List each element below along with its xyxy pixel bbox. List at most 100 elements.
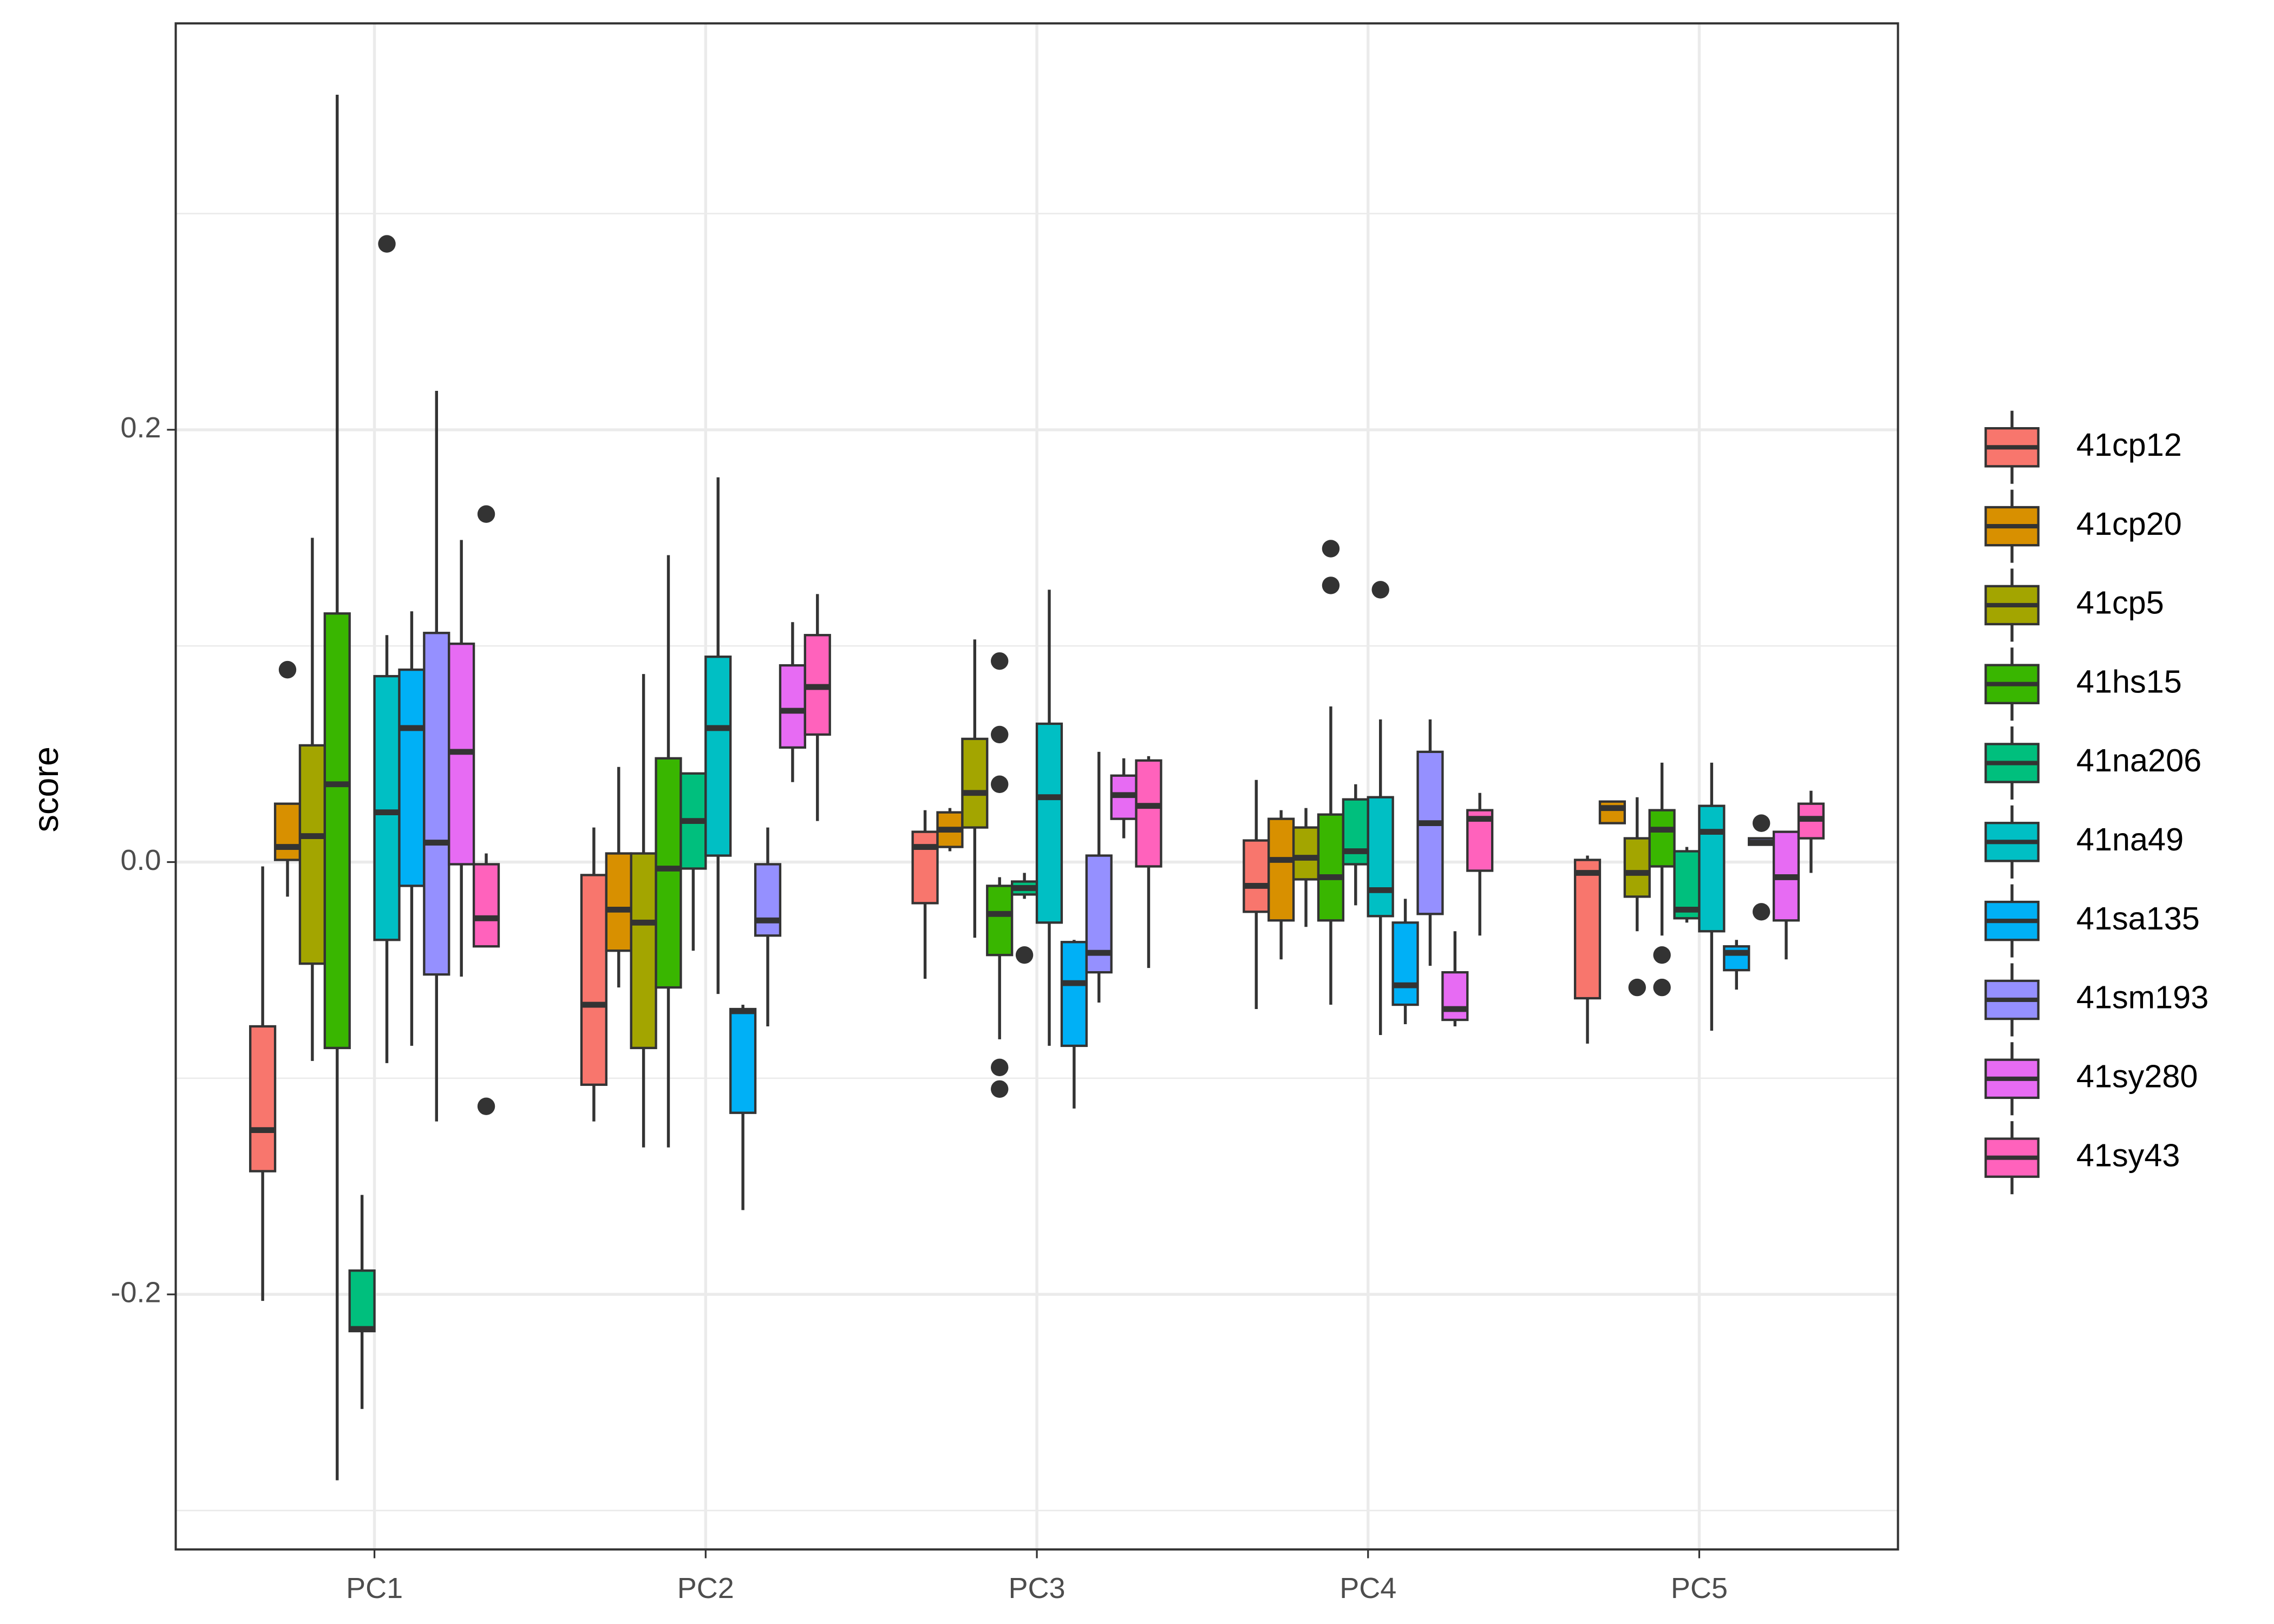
box <box>986 885 1014 957</box>
x-tick-label: PC3 <box>1009 1572 1066 1605</box>
box <box>298 744 326 965</box>
box <box>580 874 607 1086</box>
outlier <box>1752 903 1770 921</box>
box-group <box>1391 899 1419 1024</box>
box-group <box>1010 873 1038 964</box>
x-tick-label: PC5 <box>1671 1572 1728 1605</box>
box-group <box>729 1005 757 1210</box>
x-tick-label: PC2 <box>677 1572 734 1605</box>
x-tick-label: PC4 <box>1339 1572 1396 1605</box>
box-group <box>1110 758 1138 839</box>
box-group <box>1573 855 1602 1044</box>
box <box>1243 839 1270 913</box>
box <box>1648 809 1676 868</box>
outlier <box>1628 978 1646 997</box>
box-group <box>1367 581 1394 1035</box>
outlier <box>278 660 297 679</box>
box <box>323 612 351 1050</box>
box-group <box>1623 797 1651 997</box>
box <box>348 1269 376 1333</box>
box <box>1292 826 1320 881</box>
box <box>1698 804 1726 933</box>
outlier <box>991 725 1009 744</box>
box <box>704 656 732 857</box>
box <box>655 757 682 989</box>
outlier <box>991 652 1009 670</box>
box-group <box>1673 847 1701 923</box>
outlier <box>1752 814 1770 832</box>
box-group <box>1772 830 1800 960</box>
box <box>273 802 302 861</box>
box <box>1267 817 1295 922</box>
box-group <box>1317 540 1345 1005</box>
box-group <box>1085 751 1113 1003</box>
outlier <box>1653 946 1671 964</box>
y-tick-label: 0.0 <box>120 844 161 876</box>
box-group <box>348 1195 376 1409</box>
legend-label: 41cp5 <box>2076 585 2164 621</box>
box <box>779 664 806 749</box>
legend-label: 41na49 <box>2076 821 2184 857</box>
box-group <box>936 808 964 852</box>
box <box>1391 921 1419 1006</box>
box-group <box>1135 756 1162 968</box>
outlier <box>1015 946 1034 964</box>
box <box>1623 837 1651 898</box>
box-group <box>398 611 426 1046</box>
legend-label: 41sy43 <box>2076 1137 2180 1173</box>
box-group <box>704 477 732 994</box>
box-group <box>249 866 277 1301</box>
box-group <box>986 652 1014 1098</box>
box <box>754 863 782 937</box>
box-group <box>803 594 831 821</box>
box <box>911 830 939 905</box>
legend-label: 41hs15 <box>2076 663 2182 699</box>
box-group <box>1748 814 1775 921</box>
box-group <box>1797 790 1825 873</box>
box-group <box>448 540 475 977</box>
box <box>1367 796 1394 918</box>
box-group <box>580 827 607 1122</box>
legend-label: 41na206 <box>2076 742 2201 778</box>
y-tick-label: 0.2 <box>120 411 161 444</box>
legend-label: 41sy280 <box>2076 1058 2198 1094</box>
box-group <box>1035 590 1063 1046</box>
x-tick-label: PC1 <box>346 1572 403 1605</box>
legend-label: 41sa135 <box>2076 900 2200 937</box>
box-group <box>605 767 632 988</box>
box-group <box>1416 719 1444 966</box>
legend-label: 41cp12 <box>2076 427 2182 463</box>
y-tick-label: -0.2 <box>111 1276 161 1308</box>
box-group <box>961 639 989 938</box>
box <box>1598 800 1626 824</box>
outlier <box>1322 577 1340 594</box>
outlier <box>991 1058 1009 1077</box>
box-group <box>754 827 782 1026</box>
box <box>423 632 450 976</box>
y-axis-title: score <box>26 746 66 832</box>
box <box>472 863 500 948</box>
box-group <box>373 235 401 1063</box>
box <box>249 1025 277 1173</box>
box-group <box>323 94 351 1481</box>
outlier <box>477 505 495 523</box>
box <box>373 675 401 941</box>
box-group <box>1723 940 1750 990</box>
box-group <box>1466 793 1494 936</box>
outlier <box>991 1080 1009 1098</box>
box <box>729 1007 757 1114</box>
legend-label: 41cp20 <box>2076 506 2182 542</box>
outlier <box>1653 978 1671 997</box>
outlier <box>477 1097 495 1115</box>
box <box>1060 941 1088 1047</box>
box <box>398 668 426 887</box>
box-group <box>1648 762 1676 997</box>
box <box>1035 722 1063 924</box>
outlier <box>991 775 1009 793</box>
box <box>605 852 632 952</box>
box-group <box>1060 940 1088 1109</box>
box <box>1342 798 1369 866</box>
box-group <box>630 674 657 1148</box>
box <box>1416 750 1444 915</box>
box-group <box>1598 800 1626 824</box>
